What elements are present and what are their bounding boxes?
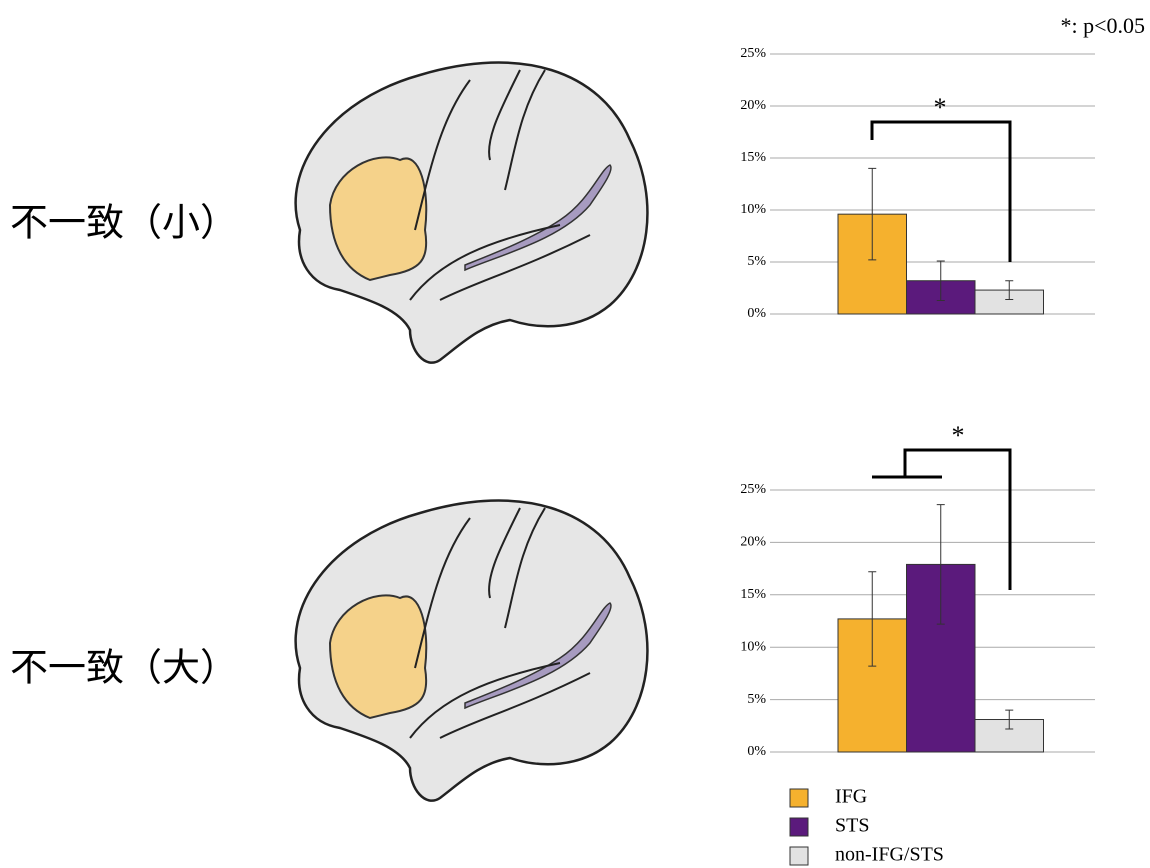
y-tick-label: 0% (747, 306, 766, 321)
y-tick-label: 25% (740, 482, 766, 497)
legend-label: IFG (835, 786, 867, 808)
y-tick-label: 5% (747, 254, 766, 269)
figure: 不一致（小） 不一致（大） *: p<0.05 0% 5% 10% 15% 20% 25%… (0, 0, 1150, 868)
row-label: 不一致（大） (10, 646, 238, 690)
y-tick-label: 5% (747, 692, 766, 707)
significance-star: * (952, 421, 965, 450)
row-label: 不一致（小） (10, 201, 238, 245)
y-tick-label: 0% (747, 744, 766, 759)
y-tick-label: 15% (740, 150, 766, 165)
y-tick-label: 15% (740, 587, 766, 602)
significance-star: * (934, 93, 947, 122)
legend-swatch (790, 847, 808, 865)
brain-illustration (296, 501, 648, 801)
y-tick-label: 25% (740, 46, 766, 61)
y-tick-label: 10% (740, 202, 766, 217)
brain-illustration (296, 63, 648, 363)
significance-note: *: p<0.05 (1060, 13, 1145, 38)
legend-swatch (790, 818, 808, 836)
legend-swatch (790, 789, 808, 807)
page: 不一致（小） 不一致（大） *: p<0.05 0% 5% 10% 15% 20% 25%… (0, 0, 1150, 868)
legend-label: non-IFG/STS (835, 844, 944, 866)
legend-label: STS (835, 815, 869, 837)
y-tick-label: 20% (740, 535, 766, 550)
y-tick-label: 10% (740, 639, 766, 654)
y-tick-label: 20% (740, 98, 766, 113)
